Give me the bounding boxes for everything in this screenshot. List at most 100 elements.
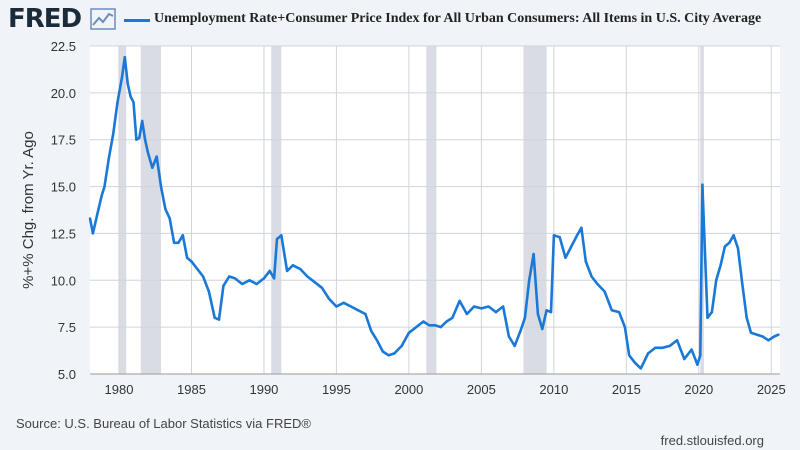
data-point [507,335,511,338]
data-point [159,185,163,188]
data-point [268,269,271,273]
data-point [172,241,176,244]
data-point [126,82,129,85]
data-point [755,333,759,336]
data-point [654,346,657,349]
data-point [501,305,505,308]
data-point [433,324,437,327]
data-point [164,207,167,211]
data-point [262,277,266,280]
data-point [628,354,631,357]
data-point [313,280,316,284]
data-point [233,277,237,280]
data-point [701,183,704,186]
data-point [428,324,431,327]
data-point [285,269,289,273]
x-tick-label: 1995 [322,382,351,397]
data-point [458,299,461,303]
data-point [706,316,709,319]
data-point [777,333,780,336]
x-tick-label: 2010 [539,382,568,397]
data-point [480,307,483,310]
data-point [306,275,309,278]
data-point [342,301,345,304]
data-point [472,305,476,308]
data-point [439,325,442,329]
data-point [545,309,548,312]
data-point [414,325,418,329]
data-point [370,329,373,333]
site-url[interactable]: fred.stlouisfed.org [660,433,764,448]
data-point [683,357,686,361]
recession-band [271,46,282,374]
data-point [181,234,184,237]
recession-band [523,46,547,374]
x-tick-label: 2015 [612,382,641,397]
chart-title: Unemployment Rate+Consumer Price Index f… [154,11,762,26]
data-point [116,101,119,104]
y-axis-label: %+% Chg. from Yr. Ago [20,131,37,289]
data-point [190,260,193,263]
data-point [552,234,556,237]
legend-swatch [124,19,150,22]
data-point [549,310,553,314]
data-point [111,132,115,136]
data-point [207,290,211,293]
data-point [723,245,727,248]
y-tick-label: 7.5 [58,320,76,335]
series-line [88,55,780,370]
data-point [356,309,360,312]
data-point [580,226,583,230]
data-point [196,267,199,271]
x-tick-label: 2000 [394,382,423,397]
data-point [222,284,225,288]
data-point [749,331,753,334]
data-point [575,234,579,237]
data-point [719,264,722,267]
x-tick-label: 2005 [467,382,496,397]
recession-band [118,46,127,374]
data-point [146,151,150,155]
data-point [584,260,587,263]
data-point [364,312,367,316]
x-tick-label: 1990 [249,382,278,397]
y-tick-label: 15.0 [51,180,76,195]
data-point [320,286,324,289]
data-point [690,348,693,351]
data-point [185,256,189,259]
data-point [135,138,138,141]
data-point [291,264,295,267]
data-point [741,282,744,286]
data-point [767,339,770,342]
data-point [177,241,180,244]
data-point [375,339,379,342]
data-point [227,275,231,278]
x-tick-label: 1980 [105,382,134,397]
data-point [646,352,650,355]
data-point [558,235,561,239]
data-point [675,339,679,342]
data-point [732,234,735,237]
data-point [532,252,535,256]
data-point [610,309,614,312]
data-point [140,119,144,123]
data-point [387,354,390,357]
data-point [255,282,258,286]
fred-logo[interactable]: FRED [8,4,82,34]
data-point [773,335,776,338]
data-point [528,279,531,282]
data-point [103,185,106,188]
data-point [422,320,425,323]
data-point [327,297,331,301]
y-tick-label: 22.5 [51,39,76,54]
recession-band [140,46,162,374]
source-note: Source: U.S. Bureau of Labor Statistics … [16,416,311,431]
data-point [132,101,135,104]
data-point [661,346,664,349]
data-point [745,316,748,319]
data-point [523,316,527,319]
data-point [151,166,154,170]
data-point [590,275,593,278]
data-point [710,310,714,314]
